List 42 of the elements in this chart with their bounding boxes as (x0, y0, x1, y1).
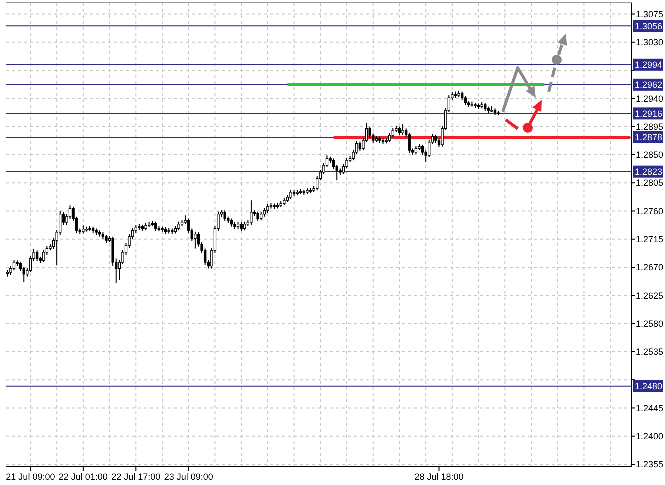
candlestick (36, 250, 39, 262)
y-tick-label: 1.2895 (636, 122, 664, 132)
x-tick-label: 22 Jul 01:00 (58, 472, 108, 482)
x-tick-label: 23 Jul 09:00 (164, 472, 214, 482)
y-tick-label: 1.2670 (636, 262, 664, 273)
candlestick (224, 210, 226, 222)
y-tick-label: 1.2400 (636, 432, 664, 442)
y-tick-label: 1.3030 (636, 38, 664, 48)
candlestick (290, 189, 292, 200)
candlestick (358, 141, 362, 152)
y-tick-label: 1.2850 (636, 150, 664, 160)
y-tick-label: 1.3075 (636, 9, 664, 20)
y-tick-label: 1.2355 (636, 460, 664, 470)
x-tick-label: 22 Jul 17:00 (112, 472, 161, 482)
candlestick (464, 96, 467, 106)
y-tick-label: 1.2760 (636, 206, 664, 216)
x-tick-label: 28 Jul 18:00 (414, 472, 464, 482)
candlestick (402, 124, 404, 136)
y-tick-label: 1.2805 (636, 178, 664, 188)
ref-line-label: 1.3056 (635, 21, 663, 32)
y-tick-label: 1.2625 (636, 290, 664, 301)
candlestick (408, 132, 411, 154)
x-tick-label: 21 Jul 09:00 (6, 472, 56, 482)
y-tick-label: 1.2535 (636, 347, 664, 358)
ref-line-label: 1.2994 (635, 60, 663, 70)
y-tick-label: 1.2940 (636, 94, 664, 104)
candlestick (368, 126, 372, 139)
ref-line-label: 1.2962 (635, 80, 663, 90)
ref-line-label: 1.2916 (635, 108, 663, 119)
candlestick (256, 211, 260, 222)
ref-line-label: 1.2878 (635, 132, 663, 143)
ref-line-label: 1.2480 (635, 381, 663, 392)
candlestick (250, 200, 253, 226)
candlestick (12, 260, 16, 272)
y-tick-label: 1.2445 (636, 403, 664, 414)
candlestick (42, 250, 46, 264)
candlestick (154, 221, 158, 232)
ref-line-label: 1.2823 (635, 166, 663, 177)
candlestick (194, 231, 197, 250)
candlestick (22, 266, 26, 284)
y-tick-label: 1.2715 (636, 234, 664, 245)
y-tick-label: 1.2580 (636, 318, 664, 329)
